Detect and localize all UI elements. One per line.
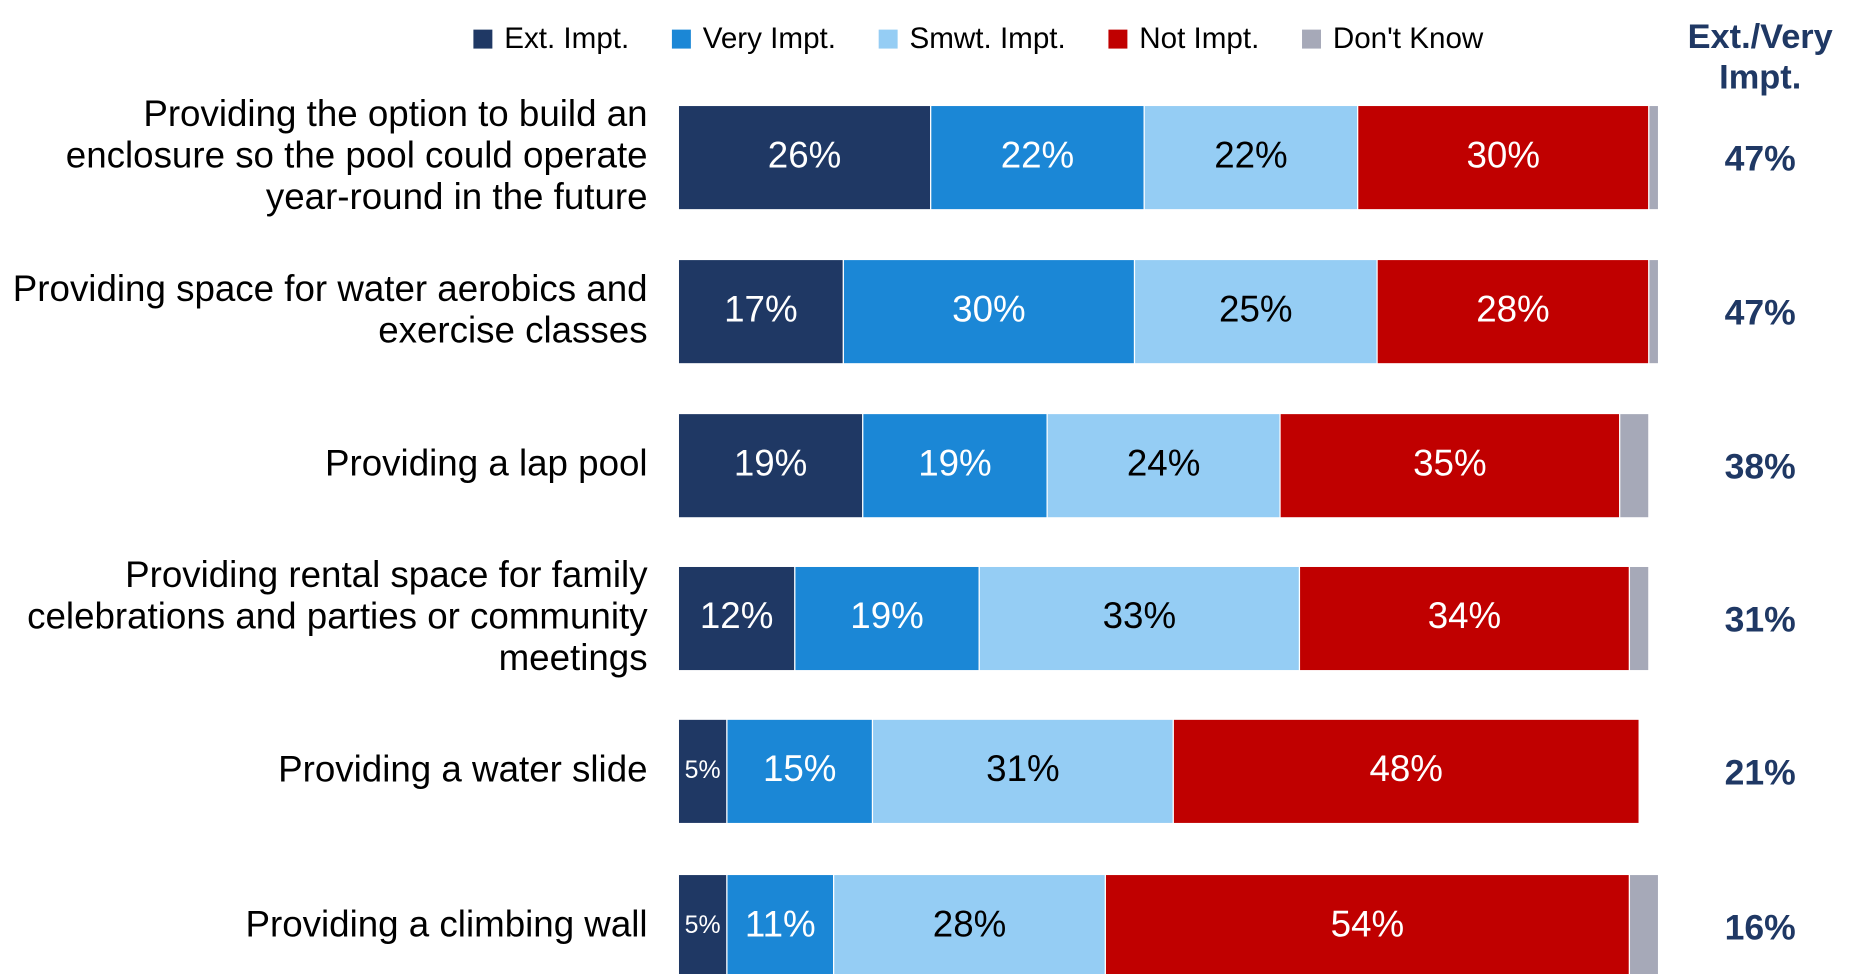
category-label: Providing a water slide xyxy=(278,748,647,789)
summary-value: 47% xyxy=(1725,139,1796,179)
value-label: 5% xyxy=(685,756,721,784)
category-label: Providing the option to build an enclosur… xyxy=(66,93,648,217)
value-label: 19% xyxy=(850,595,924,636)
bar-segment xyxy=(1172,718,1640,825)
legend-swatch xyxy=(1302,29,1321,49)
bar-segment xyxy=(862,412,1048,519)
bar-segment xyxy=(1143,104,1359,211)
category-label: Providing rental space for family celebra… xyxy=(27,554,648,678)
bar-segment xyxy=(1628,873,1660,974)
bar-segment xyxy=(833,873,1106,974)
legend-label: Very Impt. xyxy=(703,22,836,55)
legend-swatch xyxy=(473,29,493,49)
value-label: 30% xyxy=(1467,134,1541,175)
category-label: Providing a lap pool xyxy=(325,442,648,483)
bar-segment xyxy=(1298,565,1631,672)
bar-segment xyxy=(677,718,728,825)
summary-value: 47% xyxy=(1725,293,1796,333)
value-label: 5% xyxy=(685,911,721,939)
value-label: 28% xyxy=(933,903,1007,944)
summary-value: 21% xyxy=(1725,752,1796,792)
summary-title: Ext./Very Impt. xyxy=(1688,18,1833,96)
bar-segment xyxy=(677,412,864,519)
value-label: 22% xyxy=(1214,134,1287,175)
bar-segment xyxy=(677,258,844,365)
value-label: 31% xyxy=(986,748,1060,789)
bar-segment xyxy=(1357,104,1650,211)
legend-swatch xyxy=(1108,29,1128,49)
value-label: 34% xyxy=(1428,595,1502,636)
value-label: 30% xyxy=(952,288,1026,329)
bar-segment xyxy=(794,565,980,672)
value-label: 48% xyxy=(1369,748,1443,789)
bar-segment xyxy=(677,873,728,974)
value-label: 17% xyxy=(724,288,798,329)
category-label: Providing a climbing wall xyxy=(246,903,648,944)
value-label: 33% xyxy=(1103,595,1177,636)
value-label: 28% xyxy=(1476,288,1550,329)
legend-label: Don't Know xyxy=(1333,22,1484,55)
legend-label: Ext. Impt. xyxy=(504,22,629,55)
value-label: 22% xyxy=(1001,134,1075,175)
bar-segment xyxy=(1376,258,1650,365)
bar-segment xyxy=(978,565,1301,672)
bar-segment xyxy=(1104,873,1631,974)
bar-segment xyxy=(1628,565,1650,672)
bar-segment xyxy=(726,873,835,974)
bar-segment xyxy=(930,104,1145,211)
bar-segment xyxy=(1619,412,1650,519)
value-label: 24% xyxy=(1127,442,1201,483)
bar-segment xyxy=(677,104,932,211)
bar-segment xyxy=(1648,104,1660,211)
summary-value: 38% xyxy=(1725,447,1796,487)
bar-segment xyxy=(842,258,1136,365)
bar-segment xyxy=(871,718,1174,825)
bar-segment xyxy=(726,718,874,825)
value-label: 19% xyxy=(734,442,808,483)
value-label: 19% xyxy=(918,442,992,483)
bar-segment xyxy=(1279,412,1621,519)
summary-value: 31% xyxy=(1725,599,1796,639)
value-label: 54% xyxy=(1331,903,1405,944)
value-label: 35% xyxy=(1413,442,1487,483)
value-label: 15% xyxy=(763,748,837,789)
bar-segment xyxy=(677,565,796,672)
summary-value: 16% xyxy=(1725,908,1796,948)
value-label: 25% xyxy=(1219,288,1293,329)
bar-segment xyxy=(1648,258,1660,365)
legend-swatch xyxy=(671,29,691,49)
value-label: 11% xyxy=(745,903,816,944)
legend-label: Smwt. Impt. xyxy=(909,22,1065,55)
value-label: 12% xyxy=(700,595,774,636)
value-label: 26% xyxy=(768,134,842,175)
bar-segment xyxy=(1133,258,1378,365)
legend-swatch xyxy=(878,29,898,49)
legend-label: Not Impt. xyxy=(1139,22,1259,55)
category-label: Providing space for water aerobics and ex… xyxy=(13,268,648,350)
